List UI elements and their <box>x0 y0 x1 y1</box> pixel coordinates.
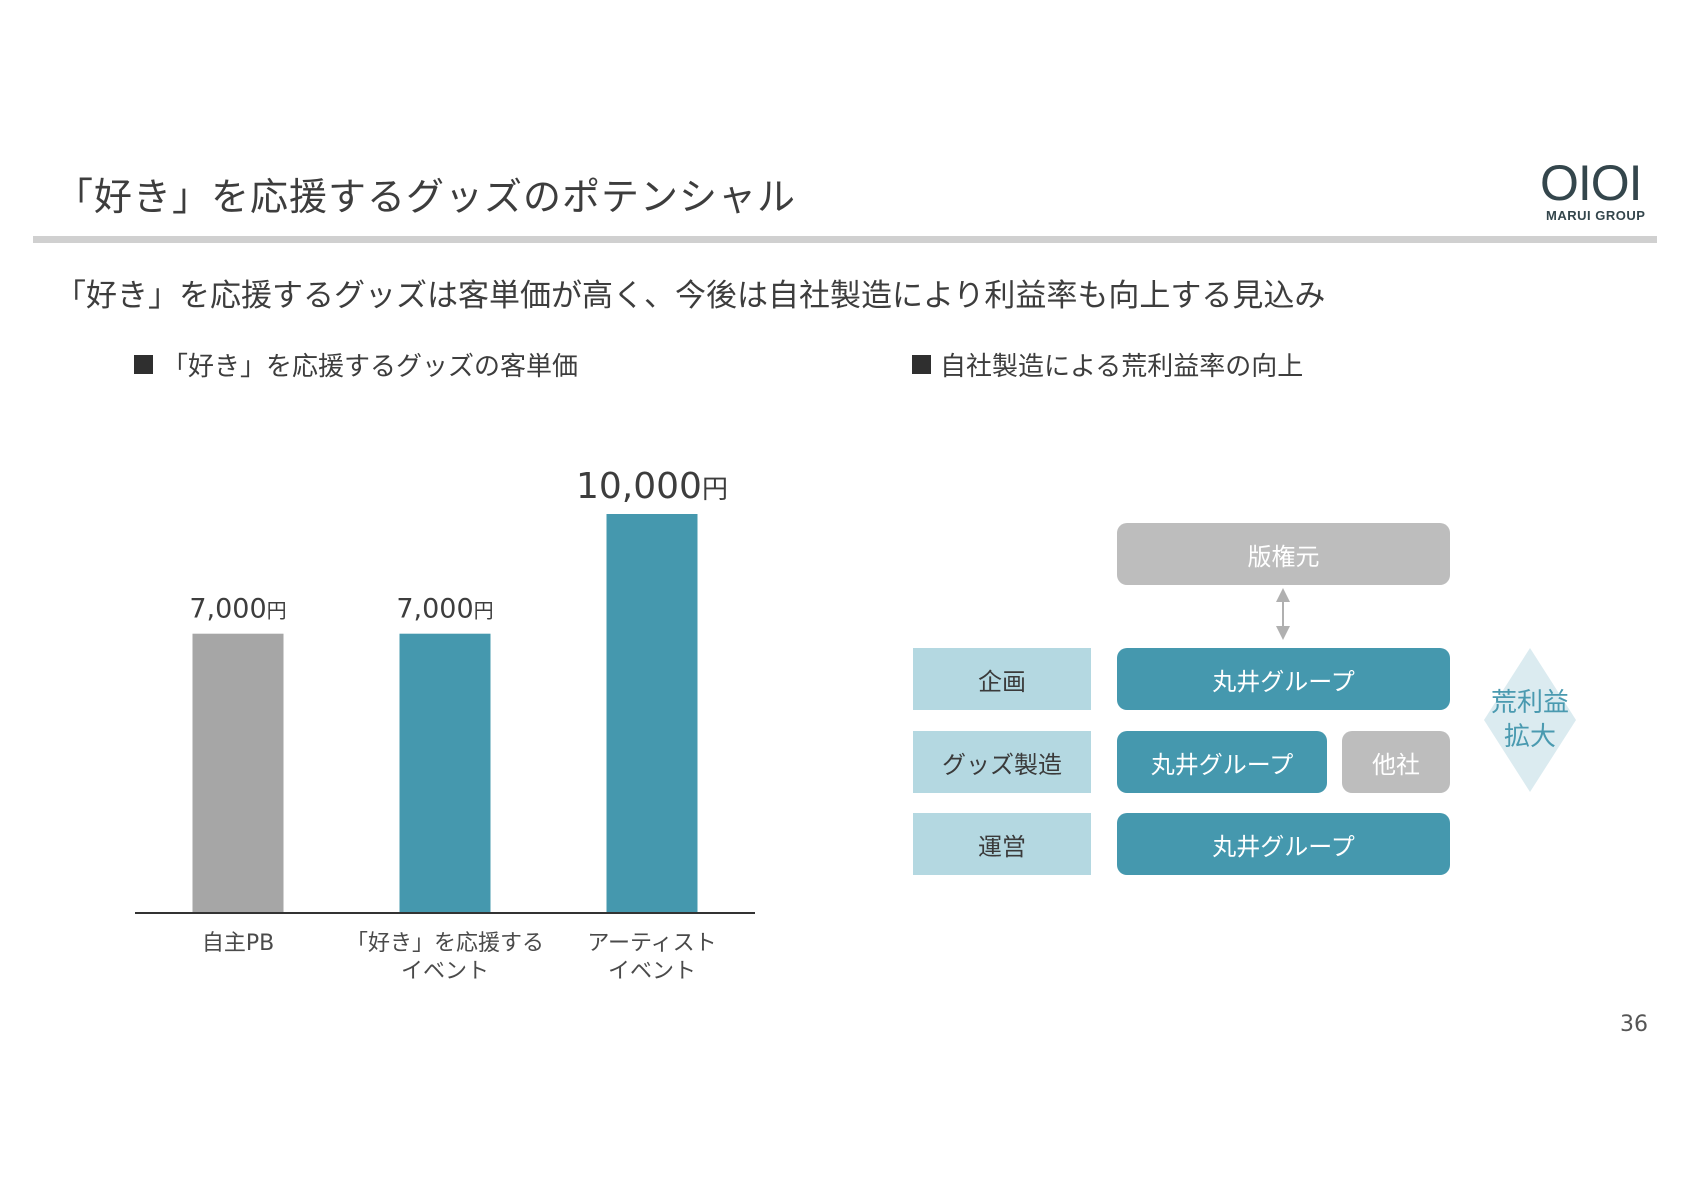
data-label-1: 7,000円 <box>396 594 493 625</box>
data-label-0: 7,000円 <box>189 594 286 625</box>
page-title: 「好き」を応援するグッズのポテンシャル <box>55 175 797 219</box>
right-section-heading-text: 自社製造による荒利益率の向上 <box>940 352 1304 382</box>
licensor-arrow-up-icon <box>1276 588 1290 602</box>
logo-mark: OIOI <box>1540 155 1643 211</box>
data-label-unit-0: 円 <box>267 599 287 623</box>
licensor-arrow-down-icon <box>1276 626 1290 640</box>
data-label-value-2: 10,000 <box>576 466 702 507</box>
effect-line-2: 拡大 <box>1503 722 1556 752</box>
effect-line-1: 荒利益 <box>1490 688 1569 718</box>
gross-profit-expansion-label: 荒利益 拡大 <box>1480 686 1580 754</box>
tick-label-1-0: 「好き」を応援する <box>346 931 544 956</box>
lead-message: 「好き」を応援するグッズは客単価が高く、今後は自社製造により利益率も向上する見込… <box>55 278 1326 314</box>
left-section-heading: 「好き」を応援するグッズの客単価 <box>134 346 578 383</box>
licensor-box: 版権元 <box>1117 523 1450 585</box>
row-label-planning: 企画 <box>913 648 1091 710</box>
manufacturing-other-company-box: 他社 <box>1342 731 1450 793</box>
tick-label-2-1: イベント <box>608 959 696 984</box>
bar-2 <box>606 514 698 913</box>
bar-1 <box>399 633 491 913</box>
tick-label-0-0: 自主PB <box>202 931 274 956</box>
tick-label-1-1: イベント <box>401 959 489 984</box>
planning-marui-box: 丸井グループ <box>1117 648 1450 710</box>
tick-label-2-0: アーティスト <box>587 931 716 956</box>
title-divider <box>33 236 1657 243</box>
data-label-unit-2: 円 <box>702 475 728 505</box>
data-label-unit-1: 円 <box>474 599 494 623</box>
page-number: 36 <box>1620 1012 1648 1037</box>
gross-profit-diamond-shape <box>1484 648 1576 792</box>
data-label-value-1: 7,000 <box>396 594 473 625</box>
data-label-value-0: 7,000 <box>189 594 266 625</box>
row-label-operation: 運営 <box>913 813 1091 875</box>
logo-subtext: MARUI GROUP <box>1546 208 1646 223</box>
bullet-square-icon <box>912 355 931 374</box>
manufacturing-marui-box: 丸井グループ <box>1117 731 1327 793</box>
operation-marui-box: 丸井グループ <box>1117 813 1450 875</box>
marui-group-logo: OIOI MARUI GROUP <box>1540 158 1656 226</box>
bullet-square-icon <box>134 355 153 374</box>
bar-0 <box>192 633 284 913</box>
data-label-2: 10,000円 <box>576 466 728 507</box>
row-label-manufacturing: グッズ製造 <box>913 731 1091 793</box>
left-section-heading-text: 「好き」を応援するグッズの客単価 <box>162 352 579 382</box>
right-section-heading: 自社製造による荒利益率の向上 <box>912 346 1303 383</box>
